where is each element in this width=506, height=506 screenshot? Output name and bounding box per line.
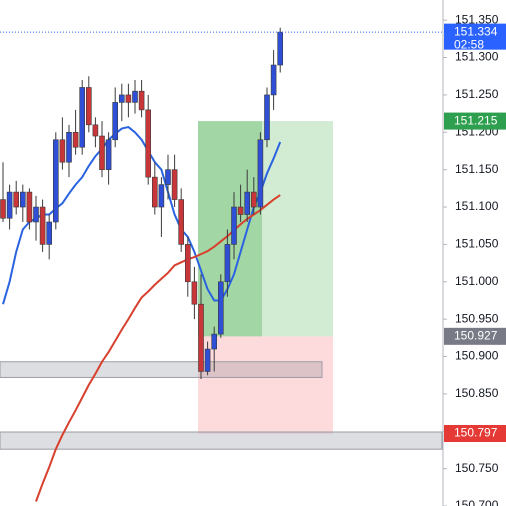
candle-body: [46, 221, 53, 245]
candle-body: [66, 131, 72, 163]
y-tick-label: 151.150: [455, 162, 499, 176]
candle-body: [251, 191, 257, 208]
candle-body: [19, 191, 26, 208]
candle-body: [79, 87, 85, 148]
candle-body: [264, 94, 270, 141]
candle-body: [52, 139, 59, 223]
candle-body: [145, 109, 151, 178]
candle-body: [237, 206, 244, 215]
stop-zone: [198, 336, 333, 434]
candle-body: [211, 333, 217, 350]
y-tick-label: 151.050: [455, 237, 499, 251]
y-tick-label: 151.000: [455, 274, 499, 288]
price-label: 150.797: [454, 426, 498, 440]
candle-body: [152, 176, 158, 208]
candle-body: [257, 139, 264, 208]
y-tick-label: 151.100: [455, 199, 499, 213]
target-progress: [198, 121, 262, 337]
candle-body: [231, 206, 237, 245]
candle-body: [185, 244, 191, 283]
candle-body: [191, 281, 198, 305]
zone: [0, 361, 323, 378]
price-label-bg: [444, 327, 506, 345]
price-label: 150.927: [454, 329, 498, 343]
candle-body: [204, 348, 211, 372]
y-tick-label: 150.850: [455, 386, 499, 400]
candle-body: [112, 102, 118, 141]
y-tick-label: 151.350: [455, 12, 499, 26]
moving-average: [2, 125, 282, 305]
y-tick-label: 150.900: [455, 349, 499, 363]
candle-body: [39, 206, 46, 245]
candle-body: [72, 131, 79, 148]
candle-body: [33, 206, 39, 223]
candle-body: [277, 31, 284, 66]
candle-body: [13, 191, 19, 208]
candle-body: [171, 169, 178, 200]
price-label-bg: [444, 112, 506, 130]
candle-body: [178, 199, 184, 245]
candle-body: [26, 191, 33, 223]
candle-body: [6, 191, 13, 219]
candle-body: [224, 244, 231, 283]
zone: [0, 431, 443, 450]
candle-body: [86, 87, 92, 126]
candle-body: [132, 90, 138, 103]
candle-body: [165, 169, 171, 185]
y-tick-label: 151.250: [455, 87, 499, 101]
axis-bg: [443, 0, 506, 506]
candle-body: [125, 94, 132, 103]
moving-average: [35, 194, 281, 502]
candle-body: [119, 94, 125, 103]
candle-body: [270, 64, 277, 96]
y-tick-label: 150.950: [455, 311, 499, 325]
price-label: 151.334: [454, 24, 498, 38]
y-tick-label: 151.300: [455, 50, 499, 64]
candle-body: [218, 281, 224, 335]
candle-body: [59, 139, 66, 163]
y-tick-label: 150.750: [455, 461, 499, 475]
candle-body: [198, 303, 204, 372]
price-label: 151.215: [454, 113, 498, 127]
price-label-bg: [444, 425, 506, 443]
y-tick-label: 150.700: [455, 498, 499, 506]
candle-body: [99, 135, 105, 170]
candle-body: [0, 199, 6, 219]
countdown: 02:58: [454, 37, 484, 51]
price-label-bg: [444, 23, 506, 50]
candle-body: [105, 139, 112, 170]
candle-body: [158, 184, 165, 208]
candle-body: [92, 124, 99, 137]
candle-body: [138, 90, 145, 111]
candle-body: [244, 191, 250, 215]
